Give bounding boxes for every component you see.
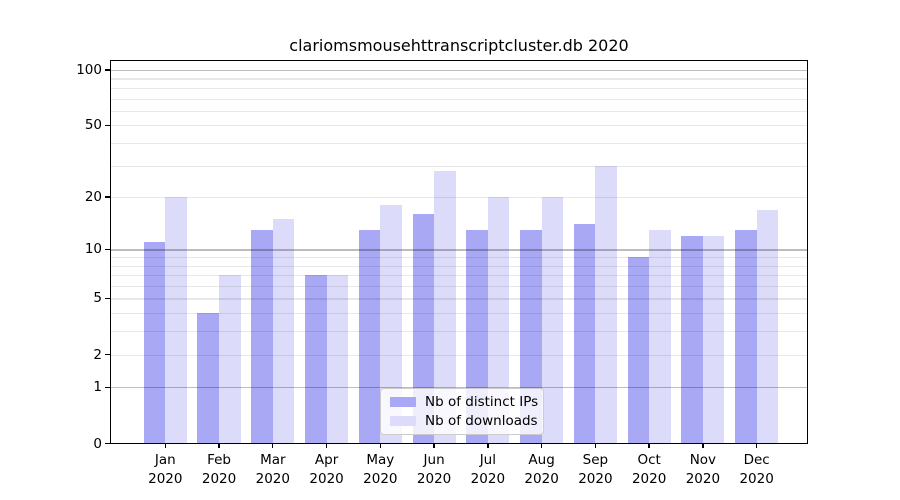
x-axis-tick-label: Dec 2020 xyxy=(727,451,787,489)
x-axis-tick-label: Jan 2020 xyxy=(135,451,195,489)
bar-downloads-dec xyxy=(756,209,779,444)
bar-distinct-ips-sep xyxy=(573,224,596,444)
legend-item-downloads: Nb of downloads xyxy=(390,413,538,429)
bar-distinct-ips-dec xyxy=(735,229,757,444)
y-axis-tick-mark xyxy=(104,353,111,356)
x-tick-month: Sep xyxy=(582,452,609,468)
bar-downloads-aug xyxy=(541,197,564,444)
x-axis-tick-label: Oct 2020 xyxy=(619,451,679,489)
x-axis-tick-mark xyxy=(487,443,489,449)
bar-downloads-mar xyxy=(272,219,295,444)
x-tick-month: Apr xyxy=(314,452,339,468)
y-axis-tick-label: 20 xyxy=(84,189,102,206)
x-tick-month: Jul xyxy=(479,452,496,468)
bar-downloads-apr xyxy=(326,275,349,444)
x-axis-tick-mark xyxy=(594,443,597,449)
x-axis-tick-label: May 2020 xyxy=(350,451,410,489)
x-axis-tick-label: Jun 2020 xyxy=(404,451,464,489)
y-axis-tick-label: 0 xyxy=(93,435,102,452)
x-axis-tick-label: Nov 2020 xyxy=(673,451,733,489)
bar-downloads-nov xyxy=(702,235,725,444)
y-axis-tick-mark xyxy=(104,69,111,71)
y-axis-tick-label: 2 xyxy=(93,346,102,363)
x-tick-month: Dec xyxy=(743,452,770,468)
x-tick-year: 2020 xyxy=(416,470,452,487)
bar-downloads-may xyxy=(380,205,402,444)
bar-downloads-oct xyxy=(649,229,671,444)
x-axis-tick-mark xyxy=(540,443,543,449)
bar-distinct-ips-oct xyxy=(627,257,650,444)
bar-distinct-ips-jan xyxy=(143,242,166,444)
bar-downloads-jul xyxy=(487,197,510,444)
bar-downloads-feb xyxy=(219,275,241,444)
bar-distinct-ips-jun xyxy=(412,214,435,444)
x-tick-year: 2020 xyxy=(524,470,559,487)
x-axis-tick-mark xyxy=(433,443,435,449)
x-axis-tick-label: Apr 2020 xyxy=(297,451,357,489)
x-tick-year: 2020 xyxy=(148,470,183,487)
x-axis-tick-label: Jul 2020 xyxy=(458,451,518,489)
x-tick-month: Jun xyxy=(423,452,445,468)
x-axis-tick-label: Mar 2020 xyxy=(243,451,303,489)
x-axis-tick-label: Feb 2020 xyxy=(189,451,249,489)
x-axis-tick-mark xyxy=(272,443,274,449)
x-tick-month: Nov xyxy=(689,452,717,468)
x-tick-year: 2020 xyxy=(470,470,506,487)
bar-distinct-ips-feb xyxy=(197,313,220,444)
y-axis-tick-label: 50 xyxy=(84,117,102,134)
x-tick-month: Feb xyxy=(207,452,231,468)
legend-label-downloads: Nb of downloads xyxy=(425,413,538,429)
x-tick-year: 2020 xyxy=(309,470,344,487)
x-tick-month: Jan xyxy=(154,452,176,468)
x-tick-year: 2020 xyxy=(255,470,290,487)
x-axis-tick-mark xyxy=(648,443,650,449)
x-tick-year: 2020 xyxy=(631,470,667,487)
y-axis-tick-mark xyxy=(104,442,111,445)
y-axis-tick-mark xyxy=(104,248,111,251)
y-axis-tick-label: 10 xyxy=(84,241,102,258)
x-tick-month: Oct xyxy=(637,452,661,468)
x-axis-tick-mark xyxy=(379,443,381,449)
x-axis-tick-mark xyxy=(756,443,758,449)
y-axis-tick-mark xyxy=(104,386,111,389)
y-axis-tick-label: 100 xyxy=(76,61,102,78)
x-axis-tick-mark xyxy=(325,443,328,449)
y-axis-tick-label: 1 xyxy=(93,379,102,396)
x-tick-year: 2020 xyxy=(685,470,721,487)
legend: Nb of distinct IPs Nb of downloads xyxy=(380,388,544,435)
y-axis-tick-mark xyxy=(104,297,111,300)
chart-title: clariomsmousehttranscriptcluster.db 2020 xyxy=(289,36,629,55)
x-tick-year: 2020 xyxy=(578,470,613,487)
x-tick-year: 2020 xyxy=(201,470,237,487)
bar-downloads-sep xyxy=(595,165,617,444)
legend-swatch-distinct-ips xyxy=(390,397,416,407)
x-axis-tick-mark xyxy=(164,443,166,449)
legend-label-distinct-ips: Nb of distinct IPs xyxy=(425,394,539,410)
bar-distinct-ips-mar xyxy=(251,229,273,444)
bar-downloads-jun xyxy=(434,170,456,444)
x-axis-tick-label: Sep 2020 xyxy=(565,451,625,489)
bar-distinct-ips-may xyxy=(358,229,381,444)
legend-item-distinct-ips: Nb of distinct IPs xyxy=(390,394,538,410)
y-axis-tick-mark xyxy=(104,124,111,126)
y-axis-tick-mark xyxy=(104,196,111,198)
x-tick-month: Mar xyxy=(260,452,286,468)
bar-distinct-ips-nov xyxy=(681,235,703,444)
bar-downloads-jan xyxy=(165,197,187,444)
x-axis-tick-mark xyxy=(702,443,704,449)
x-tick-year: 2020 xyxy=(739,470,774,487)
y-axis-tick-label: 5 xyxy=(93,290,102,307)
legend-swatch-downloads xyxy=(390,416,416,426)
bars-layer xyxy=(110,60,808,444)
x-axis-tick-mark xyxy=(218,443,220,449)
x-tick-month: May xyxy=(366,452,395,468)
bar-distinct-ips-apr xyxy=(304,275,327,444)
x-tick-month: Aug xyxy=(528,452,555,468)
x-tick-year: 2020 xyxy=(363,470,398,487)
x-axis-tick-label: Aug 2020 xyxy=(512,451,572,489)
